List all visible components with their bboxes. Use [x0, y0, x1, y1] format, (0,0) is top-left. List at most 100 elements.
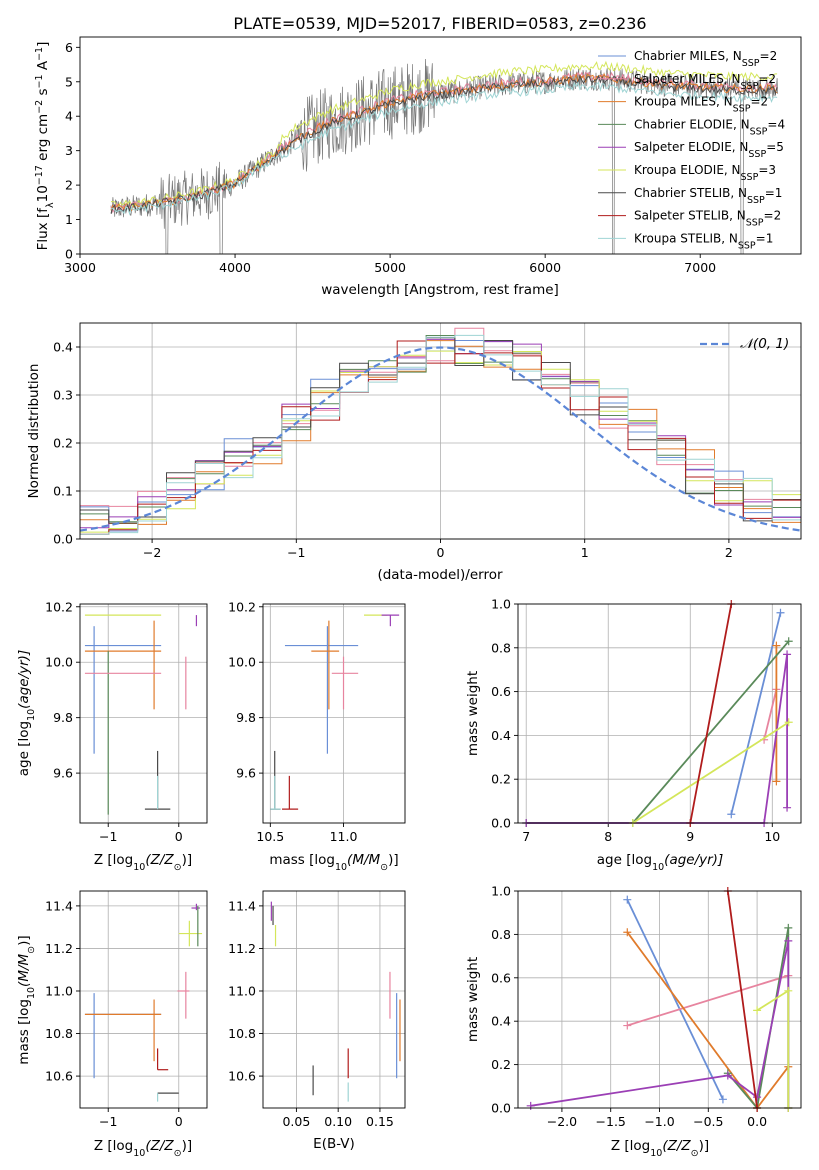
x-tick-label: 1: [581, 545, 589, 560]
y-axis-label-part: age [log: [16, 721, 32, 776]
x-tick-label: −1.0: [644, 1114, 674, 1129]
series-line-kroupa_elodie: [632, 721, 790, 824]
series-marker-kroupa_miles: [772, 641, 781, 650]
y-tick-label: 10.8: [228, 1026, 256, 1041]
series-marker-chabrier_miles: [623, 895, 632, 904]
model-spectrum-kroupa_stelib: [110, 81, 778, 216]
series-line-kroupa_elodie: [756, 989, 790, 1108]
x-tick-label: 7000: [684, 260, 716, 275]
y-tick-label: 11.4: [228, 898, 256, 913]
x-tick-label: −0.5: [693, 1114, 723, 1129]
legend-entry: Salpeter ELODIE, NSSP=5: [634, 140, 784, 160]
y-tick-label: 0.2: [491, 772, 511, 787]
residual-histogram-kroupa_stelib: [80, 334, 801, 539]
legend-entry-part: SSP: [738, 240, 756, 251]
x-tick-label: 2: [725, 545, 733, 560]
series-line-salpeter_miles: [763, 689, 778, 741]
y-tick-label: 0.0: [491, 816, 511, 831]
x-axis-label: Z [log10(Z/Z⊙)]: [611, 1138, 709, 1159]
age-vs-metallicity-panel: −1 09.69.810.010.2Z [log10(Z/Z⊙)]age [log…: [16, 599, 208, 873]
x-axis-label-part: (M/M: [347, 852, 380, 868]
x-tick-label: 10.5: [256, 829, 284, 844]
series-marker-kroupa_miles: [772, 777, 781, 786]
legend-entry-part: Salpeter ELODIE, N: [634, 140, 748, 154]
series-marker-kroupa_miles: [623, 928, 632, 937]
y-tick-label: 9.6: [53, 766, 73, 781]
mass-vs-metallicity-panel: −1 010.610.811.011.211.4Z [log10(Z/Z⊙)]ma…: [16, 890, 208, 1159]
y-axis-label-part: s: [35, 88, 51, 99]
y-tick-label: 9.8: [236, 710, 256, 725]
x-axis-label-part: (age/yr)]: [664, 852, 723, 868]
x-axis-label-part: )]: [699, 1138, 710, 1154]
y-axis-label-part: ⊙: [26, 946, 37, 954]
model-spectrum-kroupa_miles: [110, 72, 778, 212]
y-axis-label-part: Flux [f: [35, 207, 51, 251]
y-axis-label-part: ]: [35, 42, 51, 47]
x-tick-label: −1.5: [596, 1114, 626, 1129]
y-axis-label: Flux [fλ10−17 erg cm−2 s−1 A−1]: [34, 42, 56, 251]
legend-entry-part: =4: [767, 117, 785, 131]
x-tick-label: 4000: [219, 260, 251, 275]
y-axis-label-part: A: [35, 60, 51, 74]
series-marker-kroupa_elodie: [753, 1006, 762, 1015]
legend-entry-part: Kroupa ELODIE, N: [634, 163, 741, 177]
legend-entry-part: =5: [766, 140, 784, 154]
x-axis-label: E(B-V): [313, 1136, 355, 1152]
y-axis-label-part: −17: [34, 165, 45, 185]
y-tick-label: 3: [65, 143, 73, 158]
x-axis-label-part: ⊙: [691, 1148, 699, 1159]
axes-frame: [79, 603, 208, 824]
axes-frame: [517, 890, 802, 1109]
y-tick-label: 10.6: [228, 1069, 256, 1084]
x-tick-label: −1: [99, 829, 117, 844]
y-tick-label: 2: [65, 178, 73, 193]
x-axis-label: wavelength [Angstrom, rest frame]: [321, 282, 559, 298]
x-axis-label-part: Z [log: [94, 852, 133, 868]
x-tick-label: 0.05: [282, 1114, 310, 1129]
legend-entry-part: SSP: [741, 80, 759, 91]
x-axis-label-part: )]: [182, 852, 193, 868]
x-tick-label: 0.15: [366, 1114, 394, 1129]
y-tick-label: 0: [65, 247, 73, 262]
legend-entry-part: SSP: [733, 103, 751, 114]
x-axis-label-part: mass [log: [269, 852, 335, 868]
x-axis-label-part: 10: [335, 862, 347, 873]
y-tick-label: 6: [65, 40, 73, 55]
y-tick-label: 10.6: [45, 1069, 73, 1084]
y-tick-label: 5: [65, 74, 73, 89]
y-tick-label: 11.0: [228, 983, 256, 998]
x-tick-label: 9: [686, 829, 694, 844]
series-marker-chabrier_miles: [718, 1095, 727, 1104]
series-line-salpeter_stelib: [726, 890, 758, 1109]
residuals-panel: −2 −1 0 1 2 0.0 0.1 0.2 0.3 0.4 𝒩(0, 1) (data-model…: [26, 322, 802, 583]
series-marker-salpeter_elodie: [784, 936, 793, 945]
y-tick-label: 0.2: [491, 1057, 511, 1072]
legend-entry-part: =2: [764, 209, 782, 223]
y-tick-label: 0.4: [491, 728, 511, 743]
series-marker-salpeter_miles: [623, 1021, 632, 1030]
x-tick-label: −2: [143, 545, 161, 560]
axes-frame: [517, 603, 802, 824]
x-axis-label-part: (Z/Z: [145, 1138, 174, 1154]
legend-entry: Chabrier ELODIE, NSSP=4: [634, 117, 785, 137]
legend-entry: Salpeter STELIB, NSSP=2: [634, 209, 781, 229]
series-marker-chabrier_elodie: [784, 923, 793, 932]
y-tick-label: 0.0: [53, 532, 73, 547]
x-tick-label: 11.0: [330, 829, 358, 844]
y-tick-label: 9.6: [236, 766, 256, 781]
y-axis-label: mass weight: [465, 671, 481, 756]
series-marker-salpeter_elodie: [783, 650, 792, 659]
y-axis-label-part: −1: [34, 47, 45, 61]
x-tick-label: −1: [99, 1114, 117, 1129]
legend-entry: Chabrier MILES, NSSP=2: [634, 49, 777, 69]
y-axis-label-part: 10: [35, 185, 51, 202]
legend-entry-part: =2: [758, 72, 776, 86]
series-marker-chabrier_miles: [727, 810, 736, 819]
legend-entry-part: SSP: [741, 172, 759, 183]
series-marker-salpeter_elodie: [526, 1101, 535, 1110]
y-tick-label: 0.0: [491, 1101, 511, 1116]
x-tick-label: 10: [764, 829, 780, 844]
x-axis-label-part: (Z/Z: [662, 1138, 691, 1154]
y-tick-label: 0.4: [491, 1014, 511, 1029]
